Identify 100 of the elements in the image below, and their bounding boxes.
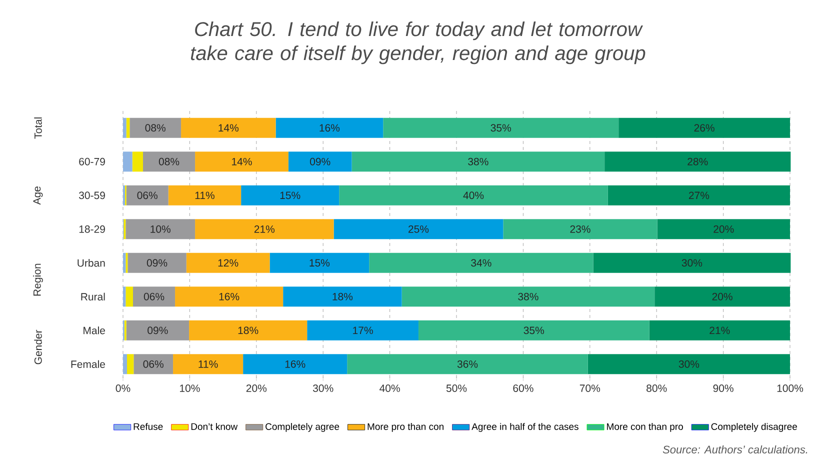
bar [307,320,418,340]
legend-label: Refuse [134,422,163,430]
y-tick-label: 60-79 [79,158,105,166]
bar [352,152,605,172]
data-label: 14% [232,158,252,166]
bar [168,185,242,206]
x-tick-label: 40% [380,384,400,392]
data-label: 23% [570,225,590,233]
bar [126,118,130,138]
bar [270,252,370,273]
bar [195,219,334,240]
bar [243,354,348,374]
bar [588,354,790,374]
bar [195,152,288,172]
x-tick-label: 90% [713,384,734,392]
x-tick-label: 100% [777,384,804,392]
data-label: 28% [688,158,708,166]
bar [418,320,650,340]
bar [132,152,144,172]
bar [334,219,504,240]
data-label: 16% [219,292,240,300]
data-label: 38% [518,292,538,300]
data-label: 18% [238,326,258,334]
legend-label: Don’t know [191,423,238,430]
bar [134,354,174,374]
legend-label: More con than pro [607,423,683,432]
data-label: 09% [148,326,168,334]
bar [402,286,655,307]
bar [649,320,790,340]
data-label: 27% [688,192,710,200]
bar [608,185,790,206]
bar [123,152,132,172]
data-label: 06% [143,360,164,368]
bar [189,320,308,340]
data-label: 10% [150,225,170,233]
x-tick-label: 80% [646,384,667,392]
data-label: 35% [524,326,544,334]
data-label: 17% [353,326,373,334]
bar [283,286,402,307]
x-tick-label: 10% [180,384,200,392]
bar [604,152,791,172]
bar [241,185,340,206]
data-label: 25% [408,225,429,233]
x-tick-label: 30% [312,384,334,392]
bar [369,252,594,273]
y-tick-label: 30-59 [79,192,105,200]
chart-title: Chart 50. I tend to live for today and let tomorrow take care of itself by gender, region and age group [190,22,646,64]
bar [276,118,384,138]
data-label: 38% [468,158,488,166]
bar [126,185,168,206]
bar [181,118,276,138]
data-label: 15% [310,259,330,267]
x-tick-label: 70% [580,384,600,392]
data-label: 36% [457,360,478,368]
data-label: 11% [198,360,218,368]
x-tick-label: 60% [513,384,534,392]
data-label: 20% [712,292,732,300]
data-label: 20% [714,225,734,233]
data-label: 09% [310,158,330,166]
data-label: 16% [320,124,340,132]
data-label: 18% [332,292,353,300]
data-label: 11% [195,192,214,200]
data-label: 09% [146,259,168,267]
bar [288,152,352,172]
y-tick-label: Male [84,326,105,334]
x-tick-label: 0% [116,384,130,392]
data-label: 06% [137,192,158,200]
x-tick-label: 20% [246,384,267,392]
y-tick-label: 18-29 [79,225,105,233]
bar [126,286,134,307]
data-label: 30% [682,259,702,267]
bar [186,252,270,273]
bar [143,152,196,172]
bar [128,252,186,273]
data-label: 34% [471,259,492,267]
text: Age [33,186,43,205]
bar [130,118,182,138]
bar [383,118,619,138]
bar [503,219,658,240]
source-note: Source: Authors’ calculations. [662,445,808,454]
y-tick-label: Rural [81,292,105,300]
text: Total [34,118,42,139]
bar [123,252,126,273]
bar [126,219,196,240]
data-label: 21% [254,225,275,233]
y-tick-label: Female [71,360,105,368]
legend-label: Agree in half of the cases [472,423,578,432]
text: Region [33,264,43,296]
bar [133,286,176,307]
legend-label: Completely disagree [711,423,797,432]
legend-label: Completely agree [266,423,340,432]
bar [347,354,588,374]
bar [593,252,791,273]
bar [126,320,190,340]
bar [123,118,126,138]
data-label: 08% [145,124,166,132]
data-label: 12% [218,259,238,267]
bar [127,354,134,374]
bar [173,354,244,374]
data-label: 35% [490,124,511,132]
